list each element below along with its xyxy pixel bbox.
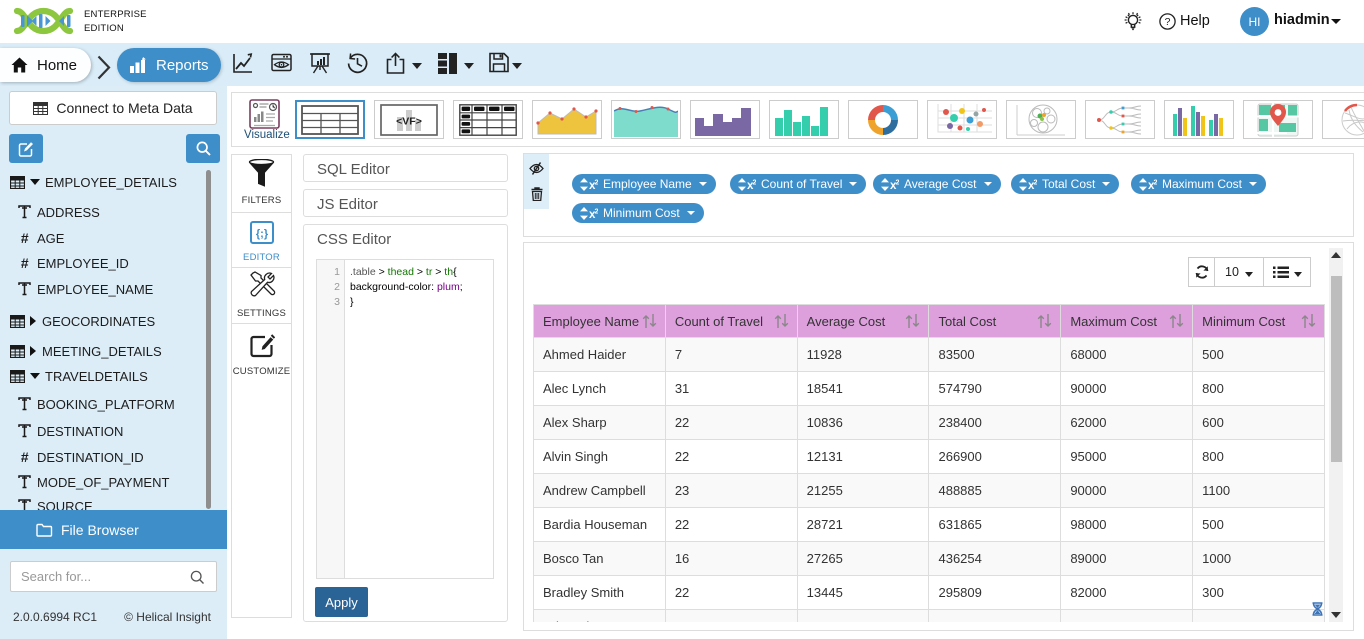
svg-text:x: x [747, 180, 754, 191]
svg-text:<VF>: <VF> [396, 115, 422, 127]
svg-text:2: 2 [1034, 178, 1038, 187]
svg-text:{;}: {;} [255, 228, 268, 240]
svg-text:2: 2 [896, 178, 900, 187]
svg-text:?: ? [1165, 16, 1171, 28]
svg-text:2: 2 [595, 178, 599, 187]
svg-text:2: 2 [753, 178, 757, 187]
svg-text:x: x [890, 180, 897, 191]
svg-text:x: x [1028, 180, 1035, 191]
svg-text:2: 2 [1154, 178, 1158, 187]
svg-text:x: x [589, 180, 596, 191]
svg-text:2: 2 [595, 207, 599, 216]
svg-text:x: x [1148, 180, 1155, 191]
svg-text:x: x [589, 209, 596, 220]
